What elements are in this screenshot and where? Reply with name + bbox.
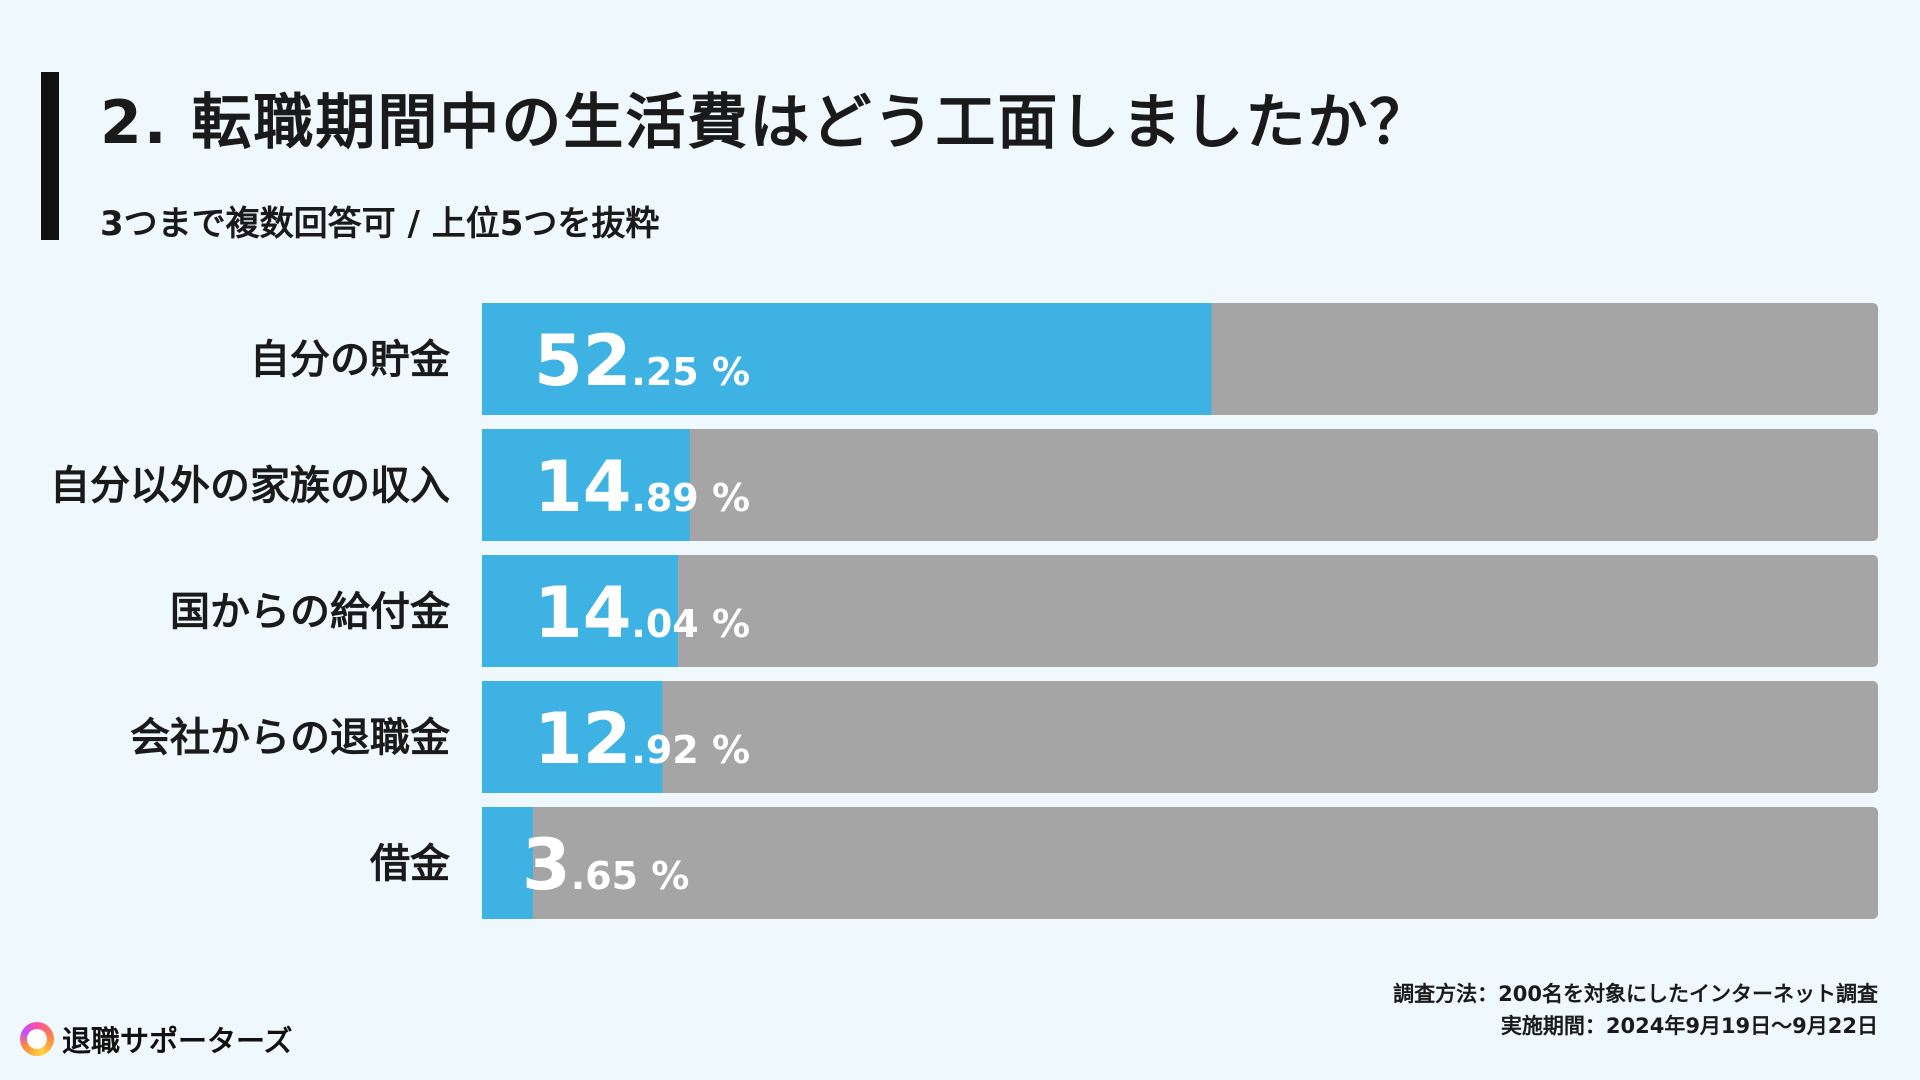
bar-fill	[482, 303, 1212, 415]
value-integer: 12	[534, 698, 631, 780]
brand-name: 退職サポーターズ	[62, 1024, 293, 1058]
survey-note: 調査方法：200名を対象にしたインターネット調査 実施期間：2024年9月19日…	[1393, 978, 1878, 1042]
bar-track	[482, 807, 1878, 919]
value-decimal: .65 %	[571, 854, 690, 898]
value-integer: 14	[534, 446, 631, 528]
category-label: 会社からの退職金	[130, 715, 451, 761]
title-accent-bar	[41, 72, 59, 240]
value-decimal: .25 %	[631, 350, 750, 394]
bar-fill	[482, 681, 663, 793]
value-label: 52.25 %	[534, 320, 750, 402]
page-title: 2. 転職期間中の生活費はどう工面しましたか？	[100, 88, 1432, 158]
bar-fill	[482, 807, 533, 919]
survey-period: 実施期間：2024年9月19日〜9月22日	[1500, 1014, 1878, 1038]
bar-track	[482, 555, 1878, 667]
category-label: 国からの給付金	[170, 589, 451, 635]
value-decimal: .92 %	[631, 728, 750, 772]
ring-logo-icon	[20, 1022, 54, 1056]
category-label: 自分以外の家族の収入	[50, 463, 450, 509]
value-label: 14.04 %	[534, 572, 750, 654]
page-subtitle: 3つまで複数回答可 / 上位5つを抜粋	[100, 204, 660, 244]
value-label: 14.89 %	[534, 446, 750, 528]
value-integer: 52	[534, 320, 631, 402]
bar-track	[482, 681, 1878, 793]
survey-method: 調査方法：200名を対象にしたインターネット調査	[1393, 982, 1878, 1006]
value-integer: 14	[534, 572, 631, 654]
value-decimal: .04 %	[631, 602, 750, 646]
bar-fill	[482, 555, 678, 667]
value-decimal: .89 %	[631, 476, 750, 520]
bar-fill	[482, 429, 690, 541]
category-label: 借金	[369, 841, 451, 887]
bar-track	[482, 429, 1878, 541]
brand-logo: 退職サポーターズ	[20, 1018, 293, 1060]
value-label: 12.92 %	[534, 698, 750, 780]
value-label: 3.65 %	[522, 824, 689, 906]
value-integer: 3	[522, 824, 571, 906]
category-label: 自分の貯金	[250, 337, 451, 383]
